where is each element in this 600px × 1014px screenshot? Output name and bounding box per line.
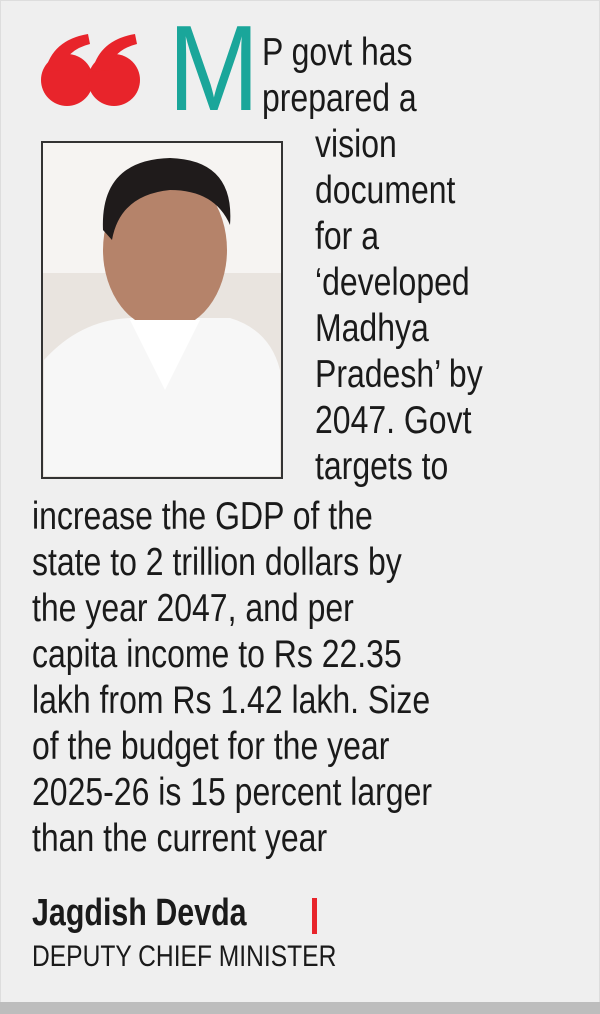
quote-line: Pradesh’ by <box>315 353 483 396</box>
quote-line: of the budget for the year <box>32 725 390 768</box>
quote-line: document <box>315 169 456 212</box>
photo <box>41 141 283 479</box>
speaker-name: Jagdish Devda <box>32 892 247 934</box>
quote-line: P govt has <box>262 31 413 74</box>
quote-line: prepared a <box>262 77 417 120</box>
quote-mark <box>41 34 140 106</box>
quote-line: increase the GDP of the <box>32 495 373 538</box>
quote-line: capita income to Rs 22.35 <box>32 633 402 676</box>
quote-line: than the current year <box>32 817 328 860</box>
quote-line: lakh from Rs 1.42 lakh. Size <box>32 679 431 722</box>
separator <box>312 898 317 934</box>
quote-line: 2047. Govt <box>315 399 472 442</box>
quote-line: vision <box>315 123 397 166</box>
quote-line: the year 2047, and per <box>32 587 354 630</box>
drop-cap: M <box>168 0 260 136</box>
quote-line: ‘developed <box>315 261 470 304</box>
quote-line: targets to <box>315 445 449 488</box>
quote-line: for a <box>315 215 379 258</box>
bottom-bar <box>0 1002 600 1014</box>
speaker-title: DEPUTY CHIEF MINISTER <box>32 940 337 973</box>
quote-line: 2025-26 is 15 percent larger <box>32 771 433 814</box>
quote-line: Madhya <box>315 307 429 350</box>
quote-line: state to 2 trillion dollars by <box>32 541 402 584</box>
